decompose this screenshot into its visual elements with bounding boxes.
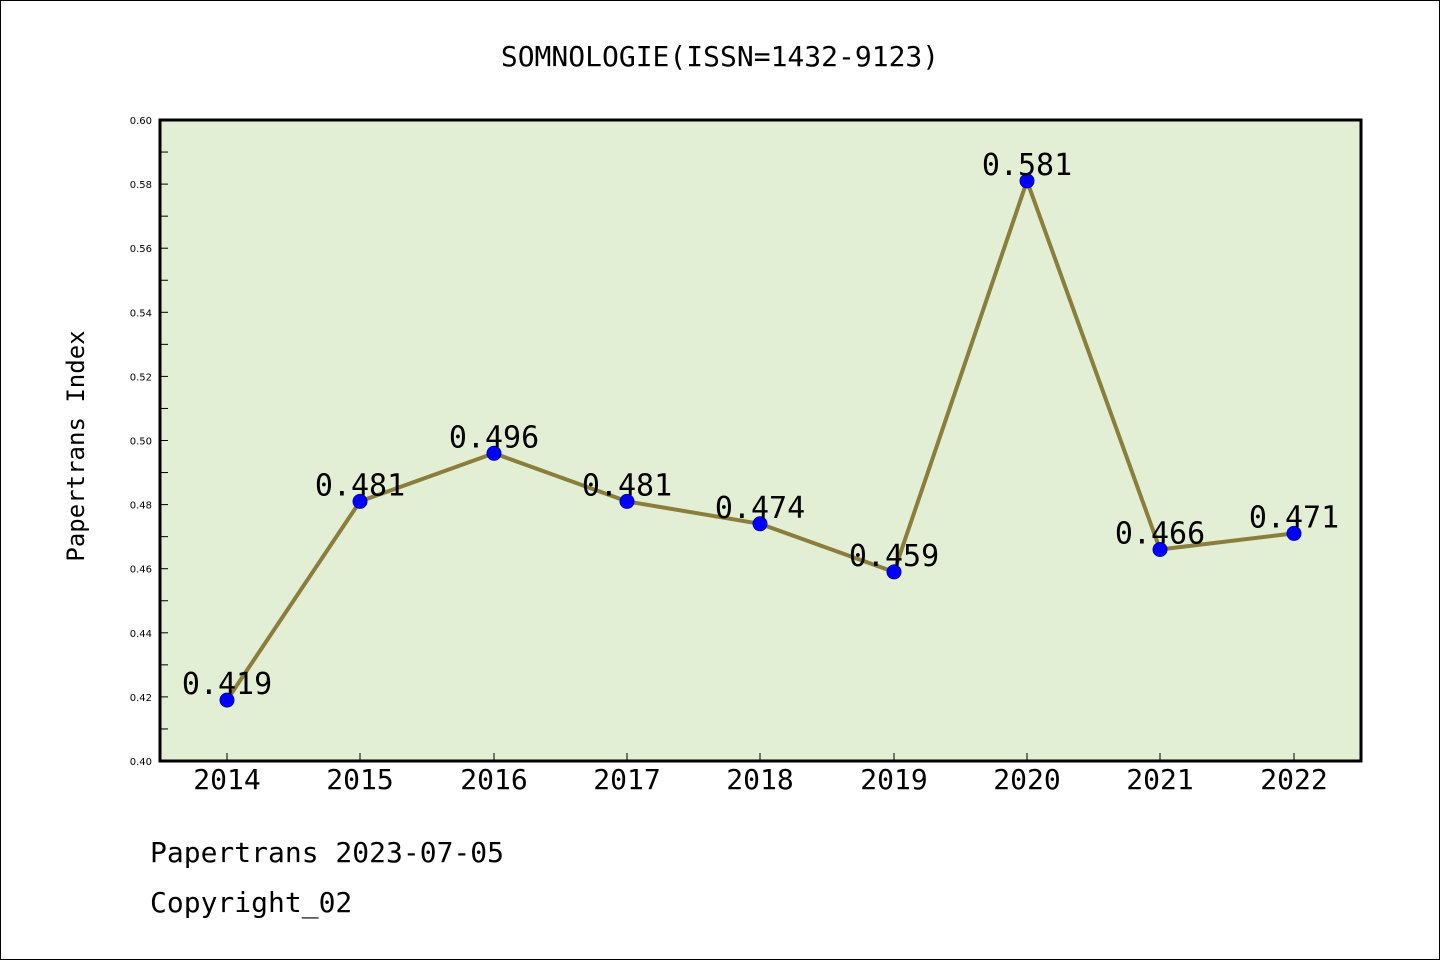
data-label: 0.481: [582, 468, 672, 503]
y-axis-label: Papertrans Index: [62, 330, 90, 561]
data-point: [219, 692, 235, 708]
data-point: [619, 493, 635, 509]
y-tick-label: 0.40: [130, 757, 152, 768]
x-tick-label: 2021: [1126, 763, 1193, 796]
x-tick-label: 2020: [993, 763, 1060, 796]
data-label: 0.419: [182, 667, 272, 702]
x-tick-label: 2022: [1260, 763, 1327, 796]
y-axis: 0.40 0.42 0.44 0.46 0.48 0.50 0.52 0.54 0.56 0.58…: [130, 116, 168, 768]
data-point: [752, 516, 768, 532]
data-point: [486, 445, 502, 461]
y-tick-label: 0.44: [130, 629, 152, 640]
y-tick-label: 0.60: [130, 116, 152, 127]
x-tick-label: 2015: [326, 763, 393, 796]
data-label: 0.459: [849, 539, 939, 574]
data-label: 0.474: [715, 491, 805, 526]
x-axis: 2014 2015 2016 2017 2018 2019 2020 2021 2022: [193, 753, 1328, 796]
plot-area: [158, 118, 1363, 763]
y-tick-label: 0.58: [130, 180, 152, 191]
data-point: [1019, 173, 1035, 189]
x-tick-label: 2019: [860, 763, 927, 796]
data-label: 0.496: [449, 420, 539, 455]
data-label: 0.481: [315, 468, 405, 503]
chart-title: SOMNOLOGIE(ISSN=1432-9123): [501, 40, 939, 73]
y-tick-label: 0.52: [130, 372, 152, 383]
y-tick-label: 0.42: [130, 693, 152, 704]
data-point: [1286, 525, 1302, 541]
y-tick-label: 0.56: [130, 244, 152, 255]
y-tick-label: 0.50: [130, 437, 152, 448]
data-point: [352, 493, 368, 509]
data-label: 0.466: [1115, 517, 1205, 552]
y-tick-label: 0.54: [130, 308, 152, 319]
data-label: 0.471: [1249, 500, 1339, 535]
data-point: [886, 564, 902, 580]
footer-date: Papertrans 2023-07-05: [150, 836, 505, 869]
data-point: [1152, 542, 1168, 557]
footer-copyright: Copyright_02: [150, 886, 353, 919]
y-tick-label: 0.48: [130, 501, 152, 512]
data-labels: 0.419 0.481 0.496 0.481 0.474 0.459 0.581 0.466…: [182, 148, 1339, 702]
x-tick-label: 2016: [460, 763, 527, 796]
x-tick-label: 2018: [726, 763, 793, 796]
x-tick-label: 2017: [593, 763, 660, 796]
y-tick-label: 0.46: [130, 565, 152, 576]
x-tick-label: 2014: [193, 763, 260, 796]
data-label: 0.581: [982, 148, 1072, 183]
series-line: [219, 173, 1302, 708]
